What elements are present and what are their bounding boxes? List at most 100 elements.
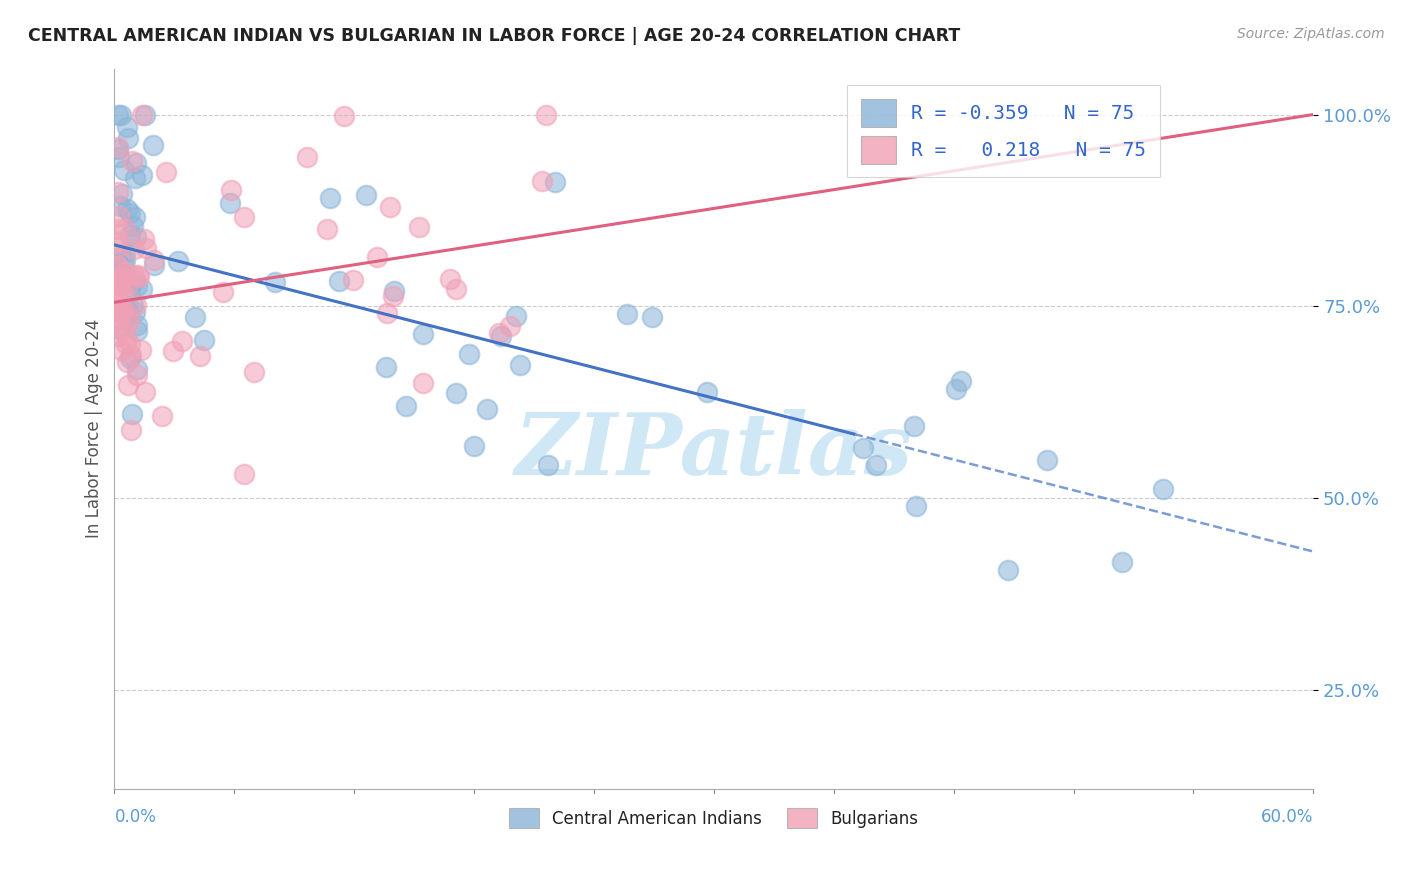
Point bbox=[107, 276, 129, 290]
Point bbox=[114, 245, 136, 260]
Point bbox=[534, 107, 557, 121]
Point bbox=[127, 368, 149, 382]
Point bbox=[316, 222, 339, 236]
Point bbox=[107, 240, 129, 254]
Point bbox=[1152, 482, 1174, 496]
Point bbox=[110, 278, 132, 293]
Point bbox=[128, 270, 150, 285]
Point bbox=[111, 186, 134, 201]
Point bbox=[997, 563, 1019, 577]
Point bbox=[162, 344, 184, 359]
Point bbox=[107, 277, 129, 291]
Point bbox=[107, 329, 129, 343]
Text: ZIPatlas: ZIPatlas bbox=[515, 409, 912, 492]
Point bbox=[150, 409, 173, 423]
Point bbox=[945, 382, 967, 396]
Point bbox=[110, 302, 132, 317]
Point bbox=[118, 351, 141, 366]
Point bbox=[219, 183, 242, 197]
Point bbox=[131, 107, 153, 121]
Point bbox=[903, 419, 925, 434]
Point bbox=[439, 272, 461, 286]
Point bbox=[865, 458, 887, 472]
Point bbox=[950, 374, 973, 388]
Point bbox=[124, 304, 146, 318]
Point bbox=[377, 306, 399, 320]
Point bbox=[131, 283, 153, 297]
Point bbox=[125, 318, 148, 333]
Point bbox=[155, 165, 177, 179]
Point bbox=[342, 273, 364, 287]
Point bbox=[120, 337, 142, 351]
Point bbox=[166, 253, 188, 268]
Point bbox=[107, 312, 129, 326]
Point bbox=[509, 358, 531, 372]
Point bbox=[117, 277, 139, 291]
Point bbox=[114, 222, 136, 236]
Point bbox=[382, 284, 405, 298]
Point bbox=[107, 320, 129, 334]
Point bbox=[408, 219, 430, 234]
Point bbox=[333, 109, 356, 123]
Point bbox=[142, 138, 165, 153]
Point bbox=[107, 235, 129, 249]
Point bbox=[115, 301, 138, 316]
Point bbox=[112, 162, 135, 177]
Point bbox=[110, 301, 132, 316]
Point bbox=[121, 407, 143, 421]
Text: 0.0%: 0.0% bbox=[114, 808, 156, 826]
Point bbox=[378, 200, 401, 214]
Point bbox=[107, 260, 129, 274]
Point bbox=[112, 272, 135, 286]
Point bbox=[134, 385, 156, 400]
Point bbox=[366, 250, 388, 264]
Point bbox=[233, 467, 256, 482]
Point bbox=[107, 257, 129, 271]
Point bbox=[124, 171, 146, 186]
Point bbox=[135, 241, 157, 255]
Point bbox=[107, 107, 129, 121]
Point bbox=[232, 211, 254, 225]
Point bbox=[489, 329, 512, 343]
Point bbox=[458, 347, 481, 361]
Point bbox=[537, 458, 560, 472]
Point bbox=[616, 307, 638, 321]
Point bbox=[120, 228, 142, 243]
Point bbox=[505, 309, 527, 323]
Point bbox=[107, 321, 129, 335]
Y-axis label: In Labor Force | Age 20-24: In Labor Force | Age 20-24 bbox=[86, 319, 103, 539]
Point bbox=[107, 313, 129, 327]
Point bbox=[142, 252, 165, 267]
Point bbox=[121, 423, 143, 437]
Point bbox=[125, 362, 148, 376]
Point bbox=[118, 206, 141, 220]
Point bbox=[328, 274, 350, 288]
Point bbox=[111, 253, 134, 268]
Point bbox=[122, 219, 145, 234]
Point bbox=[188, 350, 211, 364]
Point bbox=[110, 343, 132, 358]
Point bbox=[107, 257, 129, 271]
Point bbox=[111, 305, 134, 319]
Point bbox=[444, 385, 467, 400]
Point bbox=[118, 306, 141, 320]
Point bbox=[121, 153, 143, 168]
Point bbox=[107, 271, 129, 285]
Point bbox=[107, 140, 129, 154]
Point bbox=[107, 296, 129, 310]
Point bbox=[295, 150, 318, 164]
Point bbox=[120, 348, 142, 362]
Point bbox=[412, 376, 434, 391]
Point bbox=[412, 327, 434, 342]
Point bbox=[125, 324, 148, 338]
Point bbox=[112, 285, 135, 300]
Point bbox=[318, 191, 340, 205]
Point bbox=[374, 359, 396, 374]
Point bbox=[475, 401, 498, 416]
Point bbox=[107, 186, 129, 200]
Point bbox=[696, 385, 718, 400]
Point bbox=[218, 196, 240, 211]
Point bbox=[263, 276, 285, 290]
Point bbox=[1035, 453, 1057, 467]
Point bbox=[488, 326, 510, 340]
